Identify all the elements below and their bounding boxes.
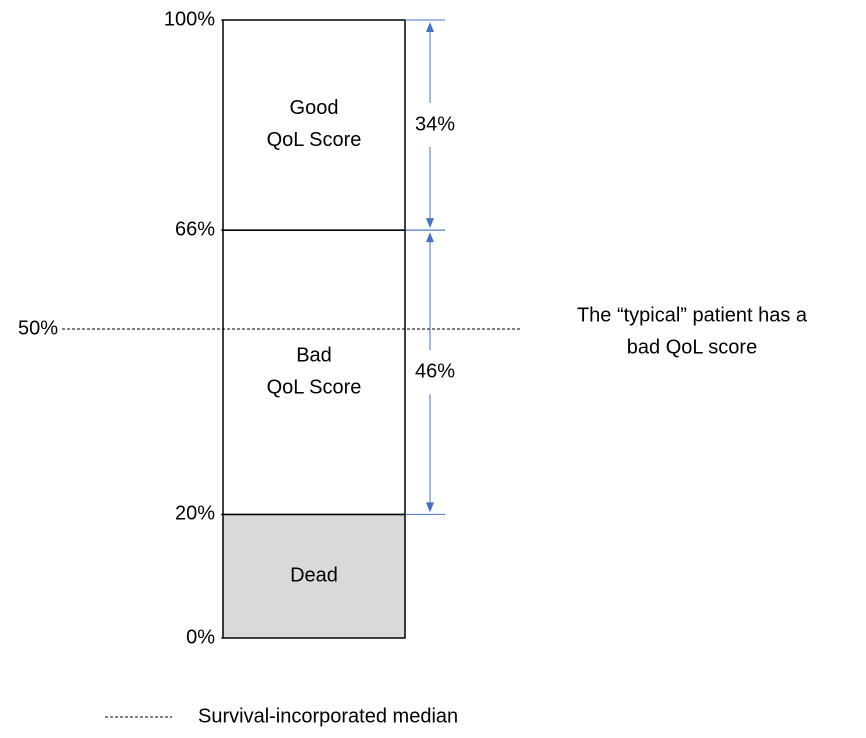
value-label: 34% <box>415 113 455 135</box>
arrow-head <box>426 218 434 229</box>
segment-label: Good QoL Score <box>267 97 362 151</box>
value-label: 46% <box>415 361 455 383</box>
segment-label-line: Good <box>290 97 339 119</box>
segment-label: Dead <box>290 564 338 586</box>
segment <box>222 229 406 516</box>
annotation: The “typical” patient has a <box>577 304 808 326</box>
y-tick-label: 100% <box>164 8 215 30</box>
segment <box>222 19 406 231</box>
y-tick-label: 66% <box>175 218 215 240</box>
median-label: 50% <box>18 317 58 339</box>
annotation: bad QoL score <box>627 336 757 358</box>
y-tick-label: 20% <box>175 503 215 525</box>
arrow-head <box>426 22 434 32</box>
segment <box>222 513 406 639</box>
segment-label-line: Bad <box>296 345 332 367</box>
segment-label-line: QoL Score <box>267 129 362 151</box>
arrow-head <box>426 502 434 513</box>
segment-label: Bad QoL Score <box>267 345 362 399</box>
y-tick-label: 0% <box>186 626 215 648</box>
arrow-head <box>426 232 434 243</box>
legend-label: Survival-incorporated median <box>198 705 458 727</box>
segment-label-line: QoL Score <box>267 377 362 399</box>
